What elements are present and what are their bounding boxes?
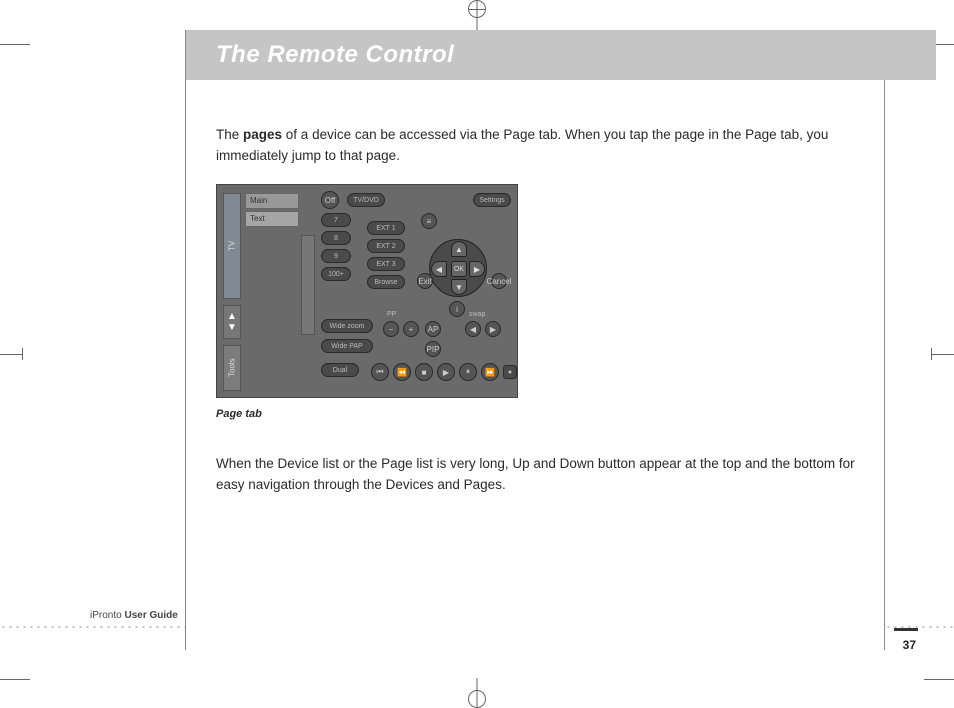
crop-mark-top-v (477, 0, 478, 30)
para1-rest: of a device can be accessed via the Page… (216, 127, 828, 163)
ext3-button: EXT 3 (367, 257, 405, 271)
tvdvd-button: TV/DVD (347, 193, 385, 207)
sidebar-tab-tools: Tools (223, 345, 241, 391)
dpad-down-icon: ▼ (451, 279, 467, 295)
num-8: 8 (321, 231, 351, 245)
ap-button: AP (425, 321, 441, 337)
figure-wrap: TV ▲ ▼ Tools Main Text Off TV/DVD Settin… (216, 184, 518, 420)
transport-stop-icon: ■ (415, 363, 433, 381)
dual-button: Dual (321, 363, 359, 377)
dpad: ▲ ▼ ◀ ▶ OK (429, 239, 487, 297)
dpad-ring: ▲ ▼ ◀ ▶ OK (429, 239, 487, 297)
up-arrow-icon: ▲ (227, 311, 237, 322)
exit-button: Exit (417, 273, 433, 289)
dpad-right-icon: ▶ (469, 261, 485, 277)
footer-product: iPronto (90, 610, 124, 621)
pp-plus-icon: + (403, 321, 419, 337)
crop-mark-left (0, 354, 22, 355)
swap-label: swap (469, 311, 485, 318)
off-button: Off (321, 191, 339, 209)
info-icon: i (449, 301, 465, 317)
crop-mark-right (932, 354, 954, 355)
page-item-main: Main (245, 193, 299, 209)
dots-left (0, 625, 185, 629)
para1-bold: pages (243, 127, 282, 142)
settings-button: Settings (473, 193, 511, 207)
remote-screenshot: TV ▲ ▼ Tools Main Text Off TV/DVD Settin… (216, 184, 518, 398)
swap-left-icon: ◀ (465, 321, 481, 337)
footer-left: iPronto User Guide (90, 610, 178, 621)
browse-button: Browse (367, 275, 405, 289)
crop-mark-right-tick (931, 348, 932, 360)
page-number: 37 (903, 638, 916, 652)
num-100: 100+ (321, 267, 351, 281)
transport-pause-icon: ⏸ (459, 363, 477, 381)
transport-prev-icon: ⏮ (371, 363, 389, 381)
num-9: 9 (321, 249, 351, 263)
menu-icon: ≡ (421, 213, 437, 229)
page-list: Main Text (245, 193, 299, 229)
footer-doc: User Guide (124, 610, 177, 621)
swap-right-icon: ▶ (485, 321, 501, 337)
dpad-ok: OK (451, 261, 467, 277)
crop-corner-bl (0, 679, 30, 680)
crop-corner-br (924, 679, 954, 680)
pp-label: PP (387, 311, 396, 318)
pp-minus-icon: − (383, 321, 399, 337)
transport-rec-icon: ● (503, 365, 517, 379)
figure-caption: Page tab (216, 408, 518, 420)
page-number-bar (894, 628, 918, 631)
cancel-button: Cancel (491, 273, 507, 289)
remote-button-area: Off TV/DVD Settings 7 8 9 100+ EXT 1 EXT… (321, 191, 511, 391)
paragraph-2: When the Device list or the Page list is… (216, 454, 856, 496)
page-title: The Remote Control (216, 41, 454, 69)
ext1-button: EXT 1 (367, 221, 405, 235)
crop-mark-bottom-v (477, 678, 478, 708)
dpad-left-icon: ◀ (431, 261, 447, 277)
crop-mark-top-h (468, 9, 486, 10)
panel-tab (301, 235, 315, 335)
num-7: 7 (321, 213, 351, 227)
transport-rew-icon: ⏪ (393, 363, 411, 381)
wide-pap-button: Wide PAP (321, 339, 373, 353)
page-item-text: Text (245, 211, 299, 227)
dpad-up-icon: ▲ (451, 241, 467, 257)
crop-mark-left-tick (22, 348, 23, 360)
paragraph-1: The pages of a device can be accessed vi… (216, 125, 856, 167)
sidebar-tab-tv: TV (223, 193, 241, 299)
ext2-button: EXT 2 (367, 239, 405, 253)
para1-prefix: The (216, 127, 243, 142)
pip-button: PIP (425, 341, 441, 357)
wide-zoom-button: Wide zoom (321, 319, 373, 333)
sidebar-updown-icon: ▲ ▼ (223, 305, 241, 339)
transport-play-icon: ▶ (437, 363, 455, 381)
title-bar: The Remote Control (186, 30, 936, 80)
down-arrow-icon: ▼ (227, 322, 237, 333)
transport-fwd-icon: ⏩ (481, 363, 499, 381)
crop-corner-tl (0, 44, 30, 45)
